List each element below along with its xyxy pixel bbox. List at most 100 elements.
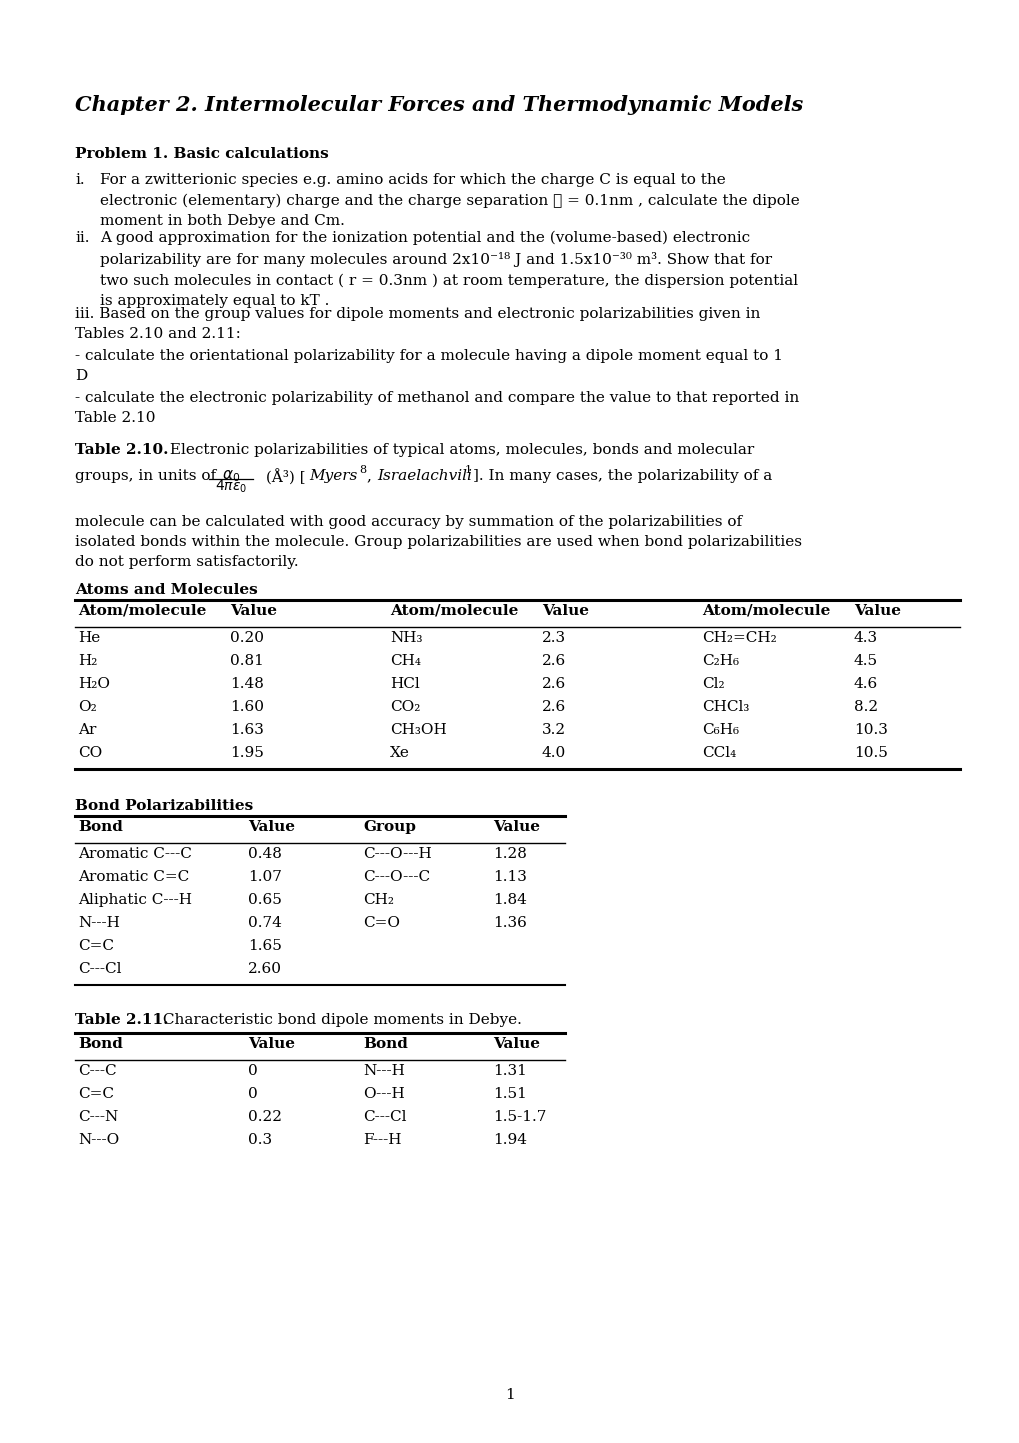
Text: 1.63: 1.63 (229, 723, 264, 737)
Text: 2.6: 2.6 (541, 654, 566, 668)
Text: Table 2.11.: Table 2.11. (75, 1013, 168, 1027)
Text: 4.5: 4.5 (853, 654, 877, 668)
Text: 1.60: 1.60 (229, 700, 264, 714)
Text: 4.3: 4.3 (853, 631, 877, 645)
Text: Value: Value (853, 605, 900, 618)
Text: N---H: N---H (363, 1063, 405, 1078)
Text: CCl₄: CCl₄ (701, 746, 736, 760)
Text: CH₄: CH₄ (389, 654, 421, 668)
Text: 1.31: 1.31 (492, 1063, 527, 1078)
Text: Ar: Ar (77, 723, 96, 737)
Text: CO₂: CO₂ (389, 700, 420, 714)
Text: Value: Value (229, 605, 277, 618)
Text: C---O---H: C---O---H (363, 847, 431, 861)
Text: 1.95: 1.95 (229, 746, 264, 760)
Text: Atom/molecule: Atom/molecule (77, 605, 206, 618)
Text: NH₃: NH₃ (389, 631, 422, 645)
Text: He: He (77, 631, 100, 645)
Text: 1.48: 1.48 (229, 677, 264, 691)
Text: Value: Value (492, 1038, 539, 1051)
Text: 1.94: 1.94 (492, 1133, 527, 1147)
Text: 0.65: 0.65 (248, 893, 281, 908)
Text: Aromatic C=C: Aromatic C=C (77, 870, 190, 885)
Text: Myers: Myers (309, 469, 357, 483)
Text: Xe: Xe (389, 746, 410, 760)
Text: 0.3: 0.3 (248, 1133, 272, 1147)
Text: i.: i. (75, 173, 85, 188)
Text: H₂: H₂ (77, 654, 97, 668)
Text: 8: 8 (359, 465, 366, 475)
Text: N---H: N---H (77, 916, 120, 929)
Text: CO: CO (77, 746, 102, 760)
Text: 1.5-1.7: 1.5-1.7 (492, 1110, 546, 1124)
Text: 10.3: 10.3 (853, 723, 887, 737)
Text: Value: Value (248, 1038, 294, 1051)
Text: 0.48: 0.48 (248, 847, 281, 861)
Text: 0: 0 (248, 1087, 258, 1101)
Text: O₂: O₂ (77, 700, 97, 714)
Text: CHCl₃: CHCl₃ (701, 700, 749, 714)
Text: Group: Group (363, 820, 416, 834)
Text: $4\pi\varepsilon_0$: $4\pi\varepsilon_0$ (215, 479, 247, 495)
Text: C---N: C---N (77, 1110, 118, 1124)
Text: Electronic polarizabilities of typical atoms, molecules, bonds and molecular: Electronic polarizabilities of typical a… (165, 443, 753, 457)
Text: Table 2.10.: Table 2.10. (75, 443, 168, 457)
Text: Value: Value (492, 820, 539, 834)
Text: 1.07: 1.07 (248, 870, 281, 885)
Text: Atom/molecule: Atom/molecule (389, 605, 518, 618)
Text: Value: Value (248, 820, 294, 834)
Text: 10.5: 10.5 (853, 746, 887, 760)
Text: 1.51: 1.51 (492, 1087, 527, 1101)
Text: iii. Based on the group values for dipole moments and electronic polarizabilitie: iii. Based on the group values for dipol… (75, 307, 759, 341)
Text: Bond Polarizabilities: Bond Polarizabilities (75, 799, 253, 812)
Text: 4.6: 4.6 (853, 677, 877, 691)
Text: 2.60: 2.60 (248, 962, 281, 975)
Text: 0.20: 0.20 (229, 631, 264, 645)
Text: 0.74: 0.74 (248, 916, 281, 929)
Text: Characteristic bond dipole moments in Debye.: Characteristic bond dipole moments in De… (158, 1013, 522, 1027)
Text: Aromatic C---C: Aromatic C---C (77, 847, 192, 861)
Text: C=C: C=C (77, 1087, 114, 1101)
Text: $\alpha_0$: $\alpha_0$ (222, 468, 239, 483)
Text: HCl: HCl (389, 677, 420, 691)
Text: 1.84: 1.84 (492, 893, 527, 908)
Text: 2.6: 2.6 (541, 700, 566, 714)
Text: N---O: N---O (77, 1133, 119, 1147)
Text: 8.2: 8.2 (853, 700, 877, 714)
Text: - calculate the orientational polarizability for a molecule having a dipole mome: - calculate the orientational polarizabi… (75, 349, 783, 382)
Text: F---H: F---H (363, 1133, 401, 1147)
Text: Atom/molecule: Atom/molecule (701, 605, 829, 618)
Text: 2.3: 2.3 (541, 631, 566, 645)
Text: C₂H₆: C₂H₆ (701, 654, 739, 668)
Text: ,: , (367, 469, 376, 483)
Text: Israelachvili: Israelachvili (377, 469, 472, 483)
Text: For a zwitterionic species e.g. amino acids for which the charge Ϲ is equal to t: For a zwitterionic species e.g. amino ac… (100, 173, 799, 228)
Text: 1: 1 (504, 1388, 515, 1403)
Text: 1: 1 (465, 465, 472, 475)
Text: 1.36: 1.36 (492, 916, 527, 929)
Text: Bond: Bond (77, 1038, 122, 1051)
Text: 2.6: 2.6 (541, 677, 566, 691)
Text: Problem 1. Basic calculations: Problem 1. Basic calculations (75, 147, 328, 162)
Text: 1.13: 1.13 (492, 870, 527, 885)
Text: A good approximation for the ionization potential and the (volume-based) electro: A good approximation for the ionization … (100, 231, 797, 307)
Text: H₂O: H₂O (77, 677, 110, 691)
Text: C---Cl: C---Cl (363, 1110, 407, 1124)
Text: molecule can be calculated with good accuracy by summation of the polarizabiliti: molecule can be calculated with good acc… (75, 515, 801, 569)
Text: 3.2: 3.2 (541, 723, 566, 737)
Text: Bond: Bond (363, 1038, 408, 1051)
Text: 4.0: 4.0 (541, 746, 566, 760)
Text: C---Cl: C---Cl (77, 962, 121, 975)
Text: Atoms and Molecules: Atoms and Molecules (75, 583, 258, 597)
Text: (Å³) [: (Å³) [ (261, 469, 306, 485)
Text: ii.: ii. (75, 231, 90, 245)
Text: - calculate the electronic polarizability of methanol and compare the value to t: - calculate the electronic polarizabilit… (75, 391, 799, 426)
Text: groups, in units of: groups, in units of (75, 469, 221, 483)
Text: 1.28: 1.28 (492, 847, 527, 861)
Text: Aliphatic C---H: Aliphatic C---H (77, 893, 192, 908)
Text: CH₃OH: CH₃OH (389, 723, 446, 737)
Text: 0: 0 (248, 1063, 258, 1078)
Text: Chapter 2. Intermolecular Forces and Thermodynamic Models: Chapter 2. Intermolecular Forces and The… (75, 95, 803, 115)
Text: CH₂: CH₂ (363, 893, 393, 908)
Text: C---O---C: C---O---C (363, 870, 430, 885)
